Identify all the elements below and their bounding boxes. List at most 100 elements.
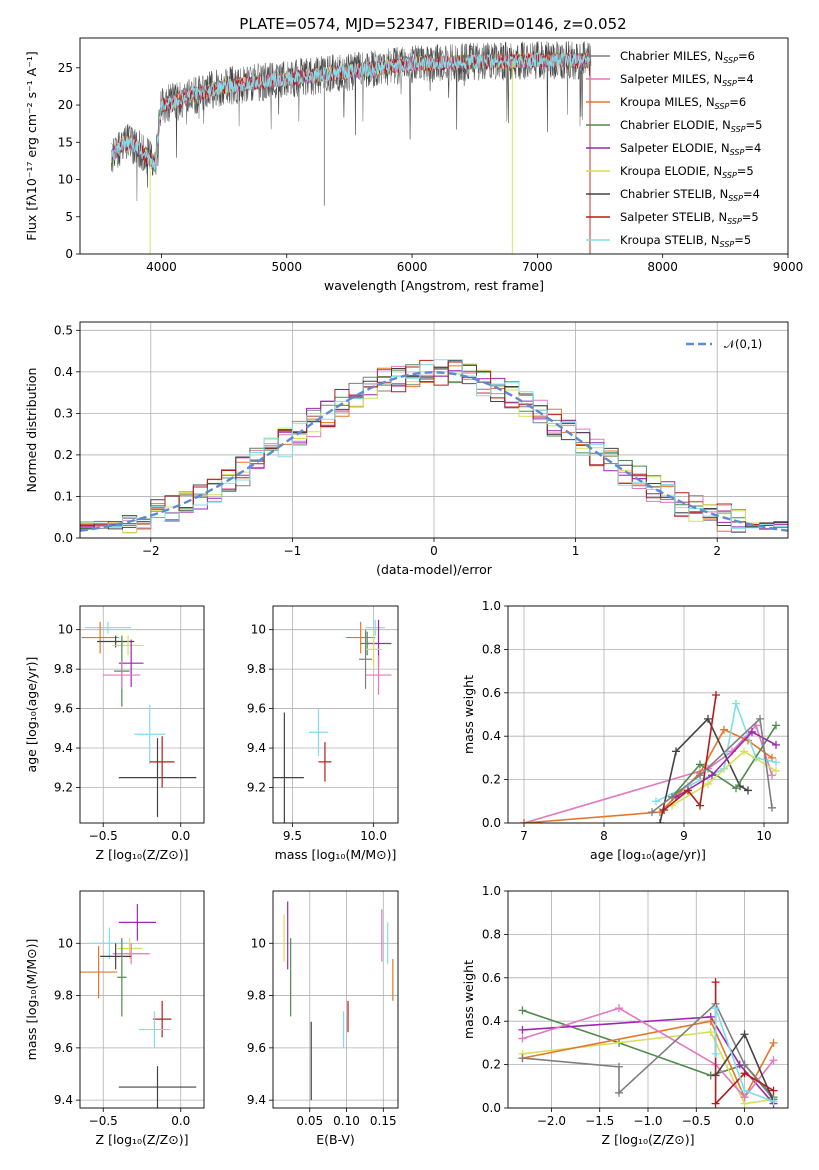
plot-area bbox=[80, 359, 788, 534]
y-axis-label: mass weight bbox=[461, 960, 476, 1039]
y-tick-label: 1.0 bbox=[482, 884, 501, 898]
legend-entry: 𝒩(0,1) bbox=[724, 337, 762, 351]
axes-frame bbox=[79, 37, 789, 255]
data-marker bbox=[732, 699, 740, 708]
data-marker bbox=[708, 771, 716, 780]
x-tick-label: 10.0 bbox=[360, 829, 387, 843]
legend-entry: Chabrier ELODIE, NSSP=5 bbox=[620, 118, 762, 134]
x-tick-label: −2 bbox=[142, 544, 160, 558]
x-tick-label: 9000 bbox=[773, 260, 804, 274]
y-tick-label: 0.8 bbox=[482, 642, 501, 656]
y-tick-label: 0.4 bbox=[482, 729, 501, 743]
series-line bbox=[663, 694, 717, 811]
x-tick-label: −1 bbox=[284, 544, 302, 558]
legend-entry: Chabrier MILES, NSSP=6 bbox=[620, 49, 755, 65]
data-marker bbox=[756, 714, 764, 723]
data-marker bbox=[520, 819, 528, 823]
data-marker bbox=[772, 758, 780, 767]
data-marker bbox=[518, 1034, 527, 1043]
legend-entry: Salpeter MILES, NSSP=4 bbox=[620, 72, 754, 88]
data-marker bbox=[656, 819, 664, 823]
panels: 4000 5000 6000 7000 8000 90000510152025wavele… bbox=[24, 37, 804, 1147]
data-marker bbox=[744, 786, 752, 795]
x-axis-label: Z [log₁₀(Z/Z⊙)] bbox=[96, 1132, 189, 1147]
y-axis-label: age [log₁₀(age/yr)] bbox=[24, 657, 39, 773]
x-tick-label: 1 bbox=[572, 544, 580, 558]
y-tick-label: 9.8 bbox=[54, 989, 73, 1003]
y-tick-label: 0.0 bbox=[482, 816, 501, 830]
plot-area bbox=[110, 41, 592, 254]
legend-entry: Salpeter STELIB, NSSP=5 bbox=[620, 210, 759, 226]
y-tick-label: 0.8 bbox=[482, 927, 501, 941]
x-tick-label: −0.5 bbox=[682, 1114, 711, 1128]
data-marker bbox=[652, 797, 660, 806]
x-tick-label: 0 bbox=[430, 544, 438, 558]
y-tick-label: 9.8 bbox=[247, 989, 266, 1003]
data-marker bbox=[769, 1086, 778, 1095]
y-tick-label: 9.8 bbox=[247, 662, 266, 676]
x-axis-label: (data-model)/error bbox=[376, 562, 493, 577]
y-tick-label: 10 bbox=[58, 623, 73, 637]
data-marker bbox=[772, 740, 780, 749]
y-tick-label: 10 bbox=[251, 936, 266, 950]
y-tick-label: 25 bbox=[58, 61, 73, 75]
plot-area bbox=[518, 978, 778, 1108]
data-marker bbox=[711, 1004, 720, 1013]
x-tick-label: 5000 bbox=[271, 260, 302, 274]
data-marker bbox=[769, 1038, 778, 1047]
y-tick-label: 0.5 bbox=[54, 323, 73, 337]
y-tick-label: 15 bbox=[58, 135, 73, 149]
panel-mass_vs_EBV: 0.05 0.10 0.15 9.4 9.6 9.8 10 E(B-V) bbox=[247, 890, 399, 1147]
axes-frame bbox=[272, 890, 399, 1109]
x-tick-label: 0.0 bbox=[735, 1114, 754, 1128]
panel-mass_weight_vs_age: 7 8 9 10 0.0 0.2 0.4 0.6 0.8 1.0 age [log₁₀(age/yr… bbox=[461, 599, 789, 862]
data-marker bbox=[769, 1056, 778, 1065]
data-marker bbox=[740, 1086, 749, 1095]
axes-frame bbox=[79, 605, 205, 824]
x-tick-label: 0.05 bbox=[296, 1114, 323, 1128]
x-tick-label: −2.0 bbox=[537, 1114, 566, 1128]
y-tick-label: 0 bbox=[65, 247, 73, 261]
series-line bbox=[671, 724, 777, 798]
plot-area bbox=[273, 619, 392, 823]
y-tick-label: 0.4 bbox=[482, 1014, 501, 1028]
series-line bbox=[522, 1002, 775, 1100]
data-marker bbox=[615, 1004, 624, 1013]
y-tick-label: 9.4 bbox=[54, 741, 73, 755]
y-tick-label: 9.2 bbox=[54, 780, 73, 794]
spectrum-line bbox=[110, 51, 591, 172]
data-marker bbox=[740, 1069, 749, 1078]
data-marker bbox=[711, 1049, 720, 1058]
data-marker bbox=[696, 760, 704, 769]
data-marker bbox=[740, 1060, 749, 1069]
data-marker bbox=[518, 1006, 527, 1015]
axes-frame bbox=[79, 890, 205, 1109]
plot-area bbox=[81, 621, 197, 818]
series-line bbox=[651, 717, 773, 813]
y-axis-label: Normed distribution bbox=[24, 368, 39, 493]
plot-area bbox=[520, 690, 780, 823]
panel-mass_weight_vs_Z: −2.0 −1.5 −1.0 −0.5 0.0 0.0 0.2 0.4 0.6 0.8 1.0 Z [… bbox=[461, 884, 789, 1147]
data-marker bbox=[768, 771, 776, 780]
x-tick-label: −1.5 bbox=[585, 1114, 614, 1128]
x-axis-label: age [log₁₀(age/yr)] bbox=[590, 847, 706, 862]
x-tick-label: 7 bbox=[520, 829, 528, 843]
y-tick-label: 9.4 bbox=[247, 741, 266, 755]
y-tick-label: 20 bbox=[58, 98, 73, 112]
y-axis-label: mass [log₁₀(M/M⊙)] bbox=[24, 939, 39, 1061]
data-marker bbox=[696, 801, 704, 810]
x-tick-label: 8000 bbox=[647, 260, 678, 274]
x-tick-label: 6000 bbox=[397, 260, 428, 274]
x-tick-label: 0.15 bbox=[370, 1114, 397, 1128]
y-tick-label: 9.6 bbox=[54, 702, 73, 716]
panel-mass_vs_Z: −0.5 0.0 9.4 9.6 9.8 10 Z [log₁₀(Z/Z⊙)] mass [l… bbox=[24, 890, 205, 1147]
series-line bbox=[523, 728, 773, 823]
data-marker bbox=[648, 808, 656, 817]
y-tick-label: 10 bbox=[251, 623, 266, 637]
histogram-step bbox=[80, 359, 788, 529]
y-tick-label: 5 bbox=[65, 210, 73, 224]
data-marker bbox=[712, 690, 720, 699]
x-tick-label: −1.0 bbox=[633, 1114, 662, 1128]
